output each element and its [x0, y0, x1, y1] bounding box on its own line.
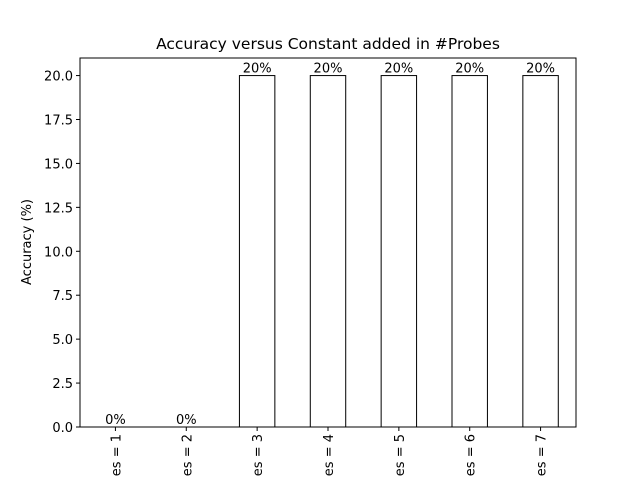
x-tick-label: es = 6: [464, 434, 479, 476]
bar: [451, 75, 488, 428]
x-tick-label: es = 5: [393, 434, 408, 476]
y-tick-label: 5.0: [52, 333, 73, 348]
y-tick-label: 20.0: [44, 70, 73, 85]
y-axis-label: Accuracy (%): [20, 199, 35, 285]
value-label: 20%: [455, 62, 484, 77]
x-tick-label: es = 3: [251, 434, 266, 476]
y-tick-label: 12.5: [44, 201, 73, 216]
value-label: 0%: [105, 413, 126, 428]
x-tick-label: es = 2: [180, 434, 195, 476]
bar: [380, 75, 418, 428]
x-tick-label: es = 4: [322, 434, 337, 476]
value-label: 20%: [243, 62, 272, 77]
value-label: 20%: [314, 62, 343, 77]
y-tick-label: 10.0: [44, 245, 73, 260]
bar: [309, 75, 347, 428]
value-label: 0%: [176, 413, 197, 428]
bar: [238, 75, 276, 428]
y-tick-label: 2.5: [52, 377, 73, 392]
x-tick-label: es = 1: [109, 434, 124, 476]
y-tick-label: 15.0: [44, 157, 73, 172]
value-label: 20%: [526, 62, 555, 77]
y-tick-label: 0.0: [52, 421, 73, 436]
chart-title: Accuracy versus Constant added in #Probe…: [156, 35, 500, 53]
y-tick-label: 17.5: [44, 114, 73, 129]
y-tick-label: 7.5: [52, 289, 73, 304]
plot-frame: [79, 57, 577, 428]
value-label: 20%: [384, 62, 413, 77]
bar: [522, 75, 559, 428]
x-tick-label: es = 7: [535, 434, 550, 476]
